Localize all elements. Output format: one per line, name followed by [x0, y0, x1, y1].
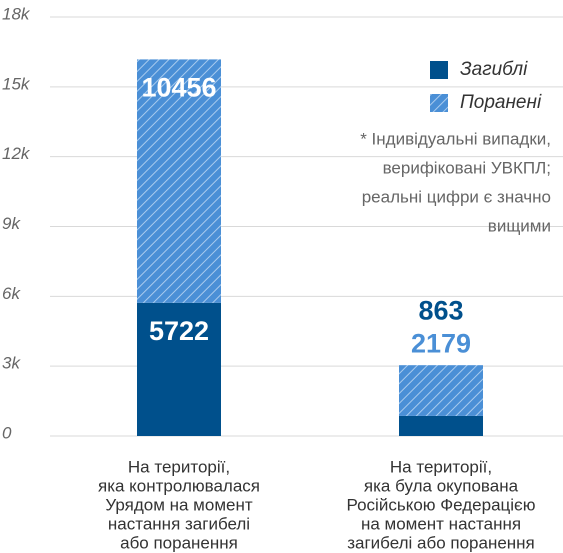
y-tick-label: 3k: [2, 354, 21, 373]
y-tick-label: 6k: [2, 284, 21, 303]
x-tick-label: або поранення: [120, 533, 238, 552]
bar-segment: [399, 365, 483, 416]
y-tick-label: 0: [2, 423, 12, 442]
legend-label: Поранені: [460, 92, 542, 113]
y-tick-label: 12k: [2, 144, 31, 163]
y-tick-label: 15k: [2, 74, 31, 93]
annotation: * Індивідуальні випадки,: [360, 129, 551, 148]
annotation: вищими: [488, 216, 551, 235]
annotation: верифіковані УВКПЛ;: [383, 158, 551, 177]
bar-segment: [399, 415, 483, 436]
value-label: 863: [418, 295, 463, 325]
x-tick-label: яка контролювалася: [98, 476, 260, 495]
x-tick-label: настання загибелі: [108, 514, 250, 533]
value-label: 10456: [141, 73, 216, 103]
legend-label: Загиблі: [460, 59, 528, 80]
bar-segment: [137, 59, 221, 303]
legend-swatch: [430, 94, 448, 112]
y-tick-label: 9k: [2, 214, 21, 233]
x-tick-label: Урядом на момент: [105, 495, 253, 514]
bar-segment: [137, 302, 221, 436]
x-tick-label: Російською Федерацією: [347, 495, 536, 514]
x-tick-label: яка була окупована: [364, 476, 519, 495]
legend-swatch: [430, 61, 448, 79]
annotation: реальні цифри є значно: [362, 187, 551, 206]
value-label: 2179: [411, 328, 471, 358]
y-tick-label: 18k: [2, 4, 31, 23]
x-tick-label: загибелі або поранення: [347, 533, 535, 552]
value-label: 5722: [149, 316, 209, 346]
x-tick-label: На території,: [128, 457, 230, 476]
x-tick-label: На території,: [390, 457, 492, 476]
x-tick-label: на момент настання: [361, 514, 521, 533]
